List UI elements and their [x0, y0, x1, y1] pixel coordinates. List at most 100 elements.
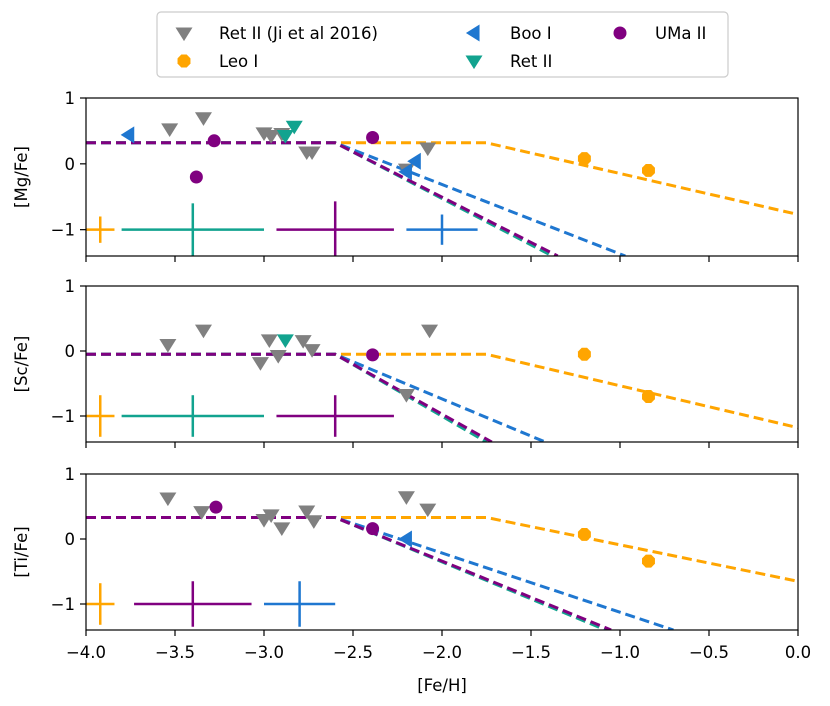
x-tick-label: −3.0: [244, 643, 284, 662]
plot-area-1: [86, 112, 798, 256]
y-axis-label: [Sc/Fe]: [12, 336, 31, 393]
error-bar-1: [86, 216, 115, 243]
data-point: [269, 350, 287, 364]
legend-label: Boo I: [510, 24, 552, 43]
data-point: [276, 130, 294, 144]
y-tick-label: 1: [65, 277, 76, 296]
error-bar-1: [86, 395, 115, 437]
legend-marker: [465, 55, 483, 70]
data-point: [397, 491, 415, 505]
legend-marker: [613, 26, 627, 40]
legend-entry-uma2: UMa II: [613, 24, 706, 43]
data-point: [189, 170, 203, 184]
error-bar-4: [406, 214, 478, 245]
legend-marker: [465, 24, 480, 42]
series-ret2: [276, 120, 303, 144]
panel-2: −1 0 1 [Sc/Fe]: [12, 277, 799, 448]
data-point: [193, 506, 211, 520]
data-point: [577, 347, 591, 361]
series-leo1: [577, 527, 655, 568]
series-uma2: [209, 500, 380, 536]
error-bar-1: [86, 583, 115, 625]
data-point: [303, 344, 321, 358]
data-point: [285, 120, 303, 135]
error-bar-2: [134, 581, 252, 627]
series-leo1: [577, 152, 655, 177]
y-tick-label: 1: [65, 465, 76, 484]
panel-1: −1 0 1 [Mg/Fe]: [12, 89, 799, 262]
data-point: [577, 152, 591, 166]
data-point: [260, 334, 278, 349]
x-tick-label: −2.5: [333, 643, 373, 662]
plot-area-2: [86, 324, 798, 442]
y-axis-label: [Mg/Fe]: [12, 146, 31, 208]
legend: Ret II (Ji et al 2016) Leo I Boo I Ret II UM…: [156, 11, 729, 78]
legend-box: [156, 11, 729, 78]
x-tick-label: −4.0: [66, 643, 106, 662]
data-point: [161, 123, 179, 138]
data-point: [276, 334, 294, 349]
error-bar-3: [276, 395, 394, 437]
data-point: [419, 142, 437, 157]
y-tick-label: −1: [51, 221, 75, 240]
data-point: [262, 130, 280, 144]
data-point: [642, 163, 655, 177]
series-uma2: [366, 348, 380, 362]
y-tick-label: 0: [65, 342, 76, 361]
y-tick-label: −1: [51, 595, 75, 614]
data-point: [397, 389, 415, 403]
data-point: [194, 112, 212, 126]
panels: −1 0 1 [Mg/Fe] −1 0 1 [Sc/Fe] −1 0 1 −4.0 −3.5 −3.0 −2…: [12, 89, 811, 662]
legend-entry-ret2: Ret II: [465, 52, 552, 71]
legend-label: Ret II: [510, 52, 552, 71]
x-tick-label: −3.5: [155, 643, 195, 662]
x-axis-label: [Fe/H]: [417, 676, 467, 695]
data-point: [251, 357, 269, 371]
series-ret2: [276, 334, 294, 349]
y-tick-label: 1: [65, 89, 76, 108]
data-point: [642, 554, 655, 568]
series-uma2: [189, 131, 380, 184]
error-bar-2: [121, 395, 264, 437]
x-tick-label: −2.0: [422, 643, 462, 662]
data-point: [207, 134, 221, 148]
x-tick-label: −1.5: [511, 643, 551, 662]
y-tick-label: 0: [65, 155, 76, 174]
data-point: [366, 131, 380, 144]
series-leo1: [577, 347, 655, 403]
data-point: [398, 163, 412, 181]
data-point: [209, 500, 223, 514]
data-point: [294, 335, 312, 349]
data-point: [407, 152, 421, 170]
data-point: [421, 324, 439, 339]
data-point: [273, 522, 291, 537]
model-line-4: [86, 141, 559, 256]
data-point: [298, 505, 316, 520]
series-boo1: [398, 530, 412, 548]
series-ret2_ji: [159, 324, 439, 403]
y-axis-label: [Ti/Fe]: [12, 526, 31, 577]
y-tick-label: −1: [51, 407, 75, 426]
data-point: [577, 527, 591, 541]
legend-label: UMa II: [655, 24, 706, 43]
error-bar-3: [276, 201, 394, 256]
data-point: [120, 126, 135, 144]
data-point: [305, 515, 323, 529]
data-point: [366, 348, 380, 362]
legend-label: Leo I: [219, 52, 258, 71]
panel-3: −1 0 1 −4.0 −3.5 −3.0 −2.5 −2.0 −1.5 −1.0 −0.5 0.0 […: [12, 465, 811, 662]
data-point: [419, 503, 437, 518]
data-point: [366, 522, 380, 536]
legend-entry-boo1: Boo I: [465, 24, 552, 43]
y-tick-label: 0: [65, 530, 76, 549]
error-bar-3: [264, 581, 336, 627]
legend-entry-ret2_ji: Ret II (Ji et al 2016): [175, 24, 378, 43]
series-boo1: [120, 126, 421, 181]
model-line-4: [86, 352, 493, 442]
data-point: [262, 509, 280, 524]
data-point: [159, 338, 177, 353]
plot-area-3: [86, 491, 798, 630]
x-tick-label: 0.0: [785, 643, 811, 662]
data-point: [303, 146, 321, 161]
x-tick-label: −1.0: [600, 643, 640, 662]
